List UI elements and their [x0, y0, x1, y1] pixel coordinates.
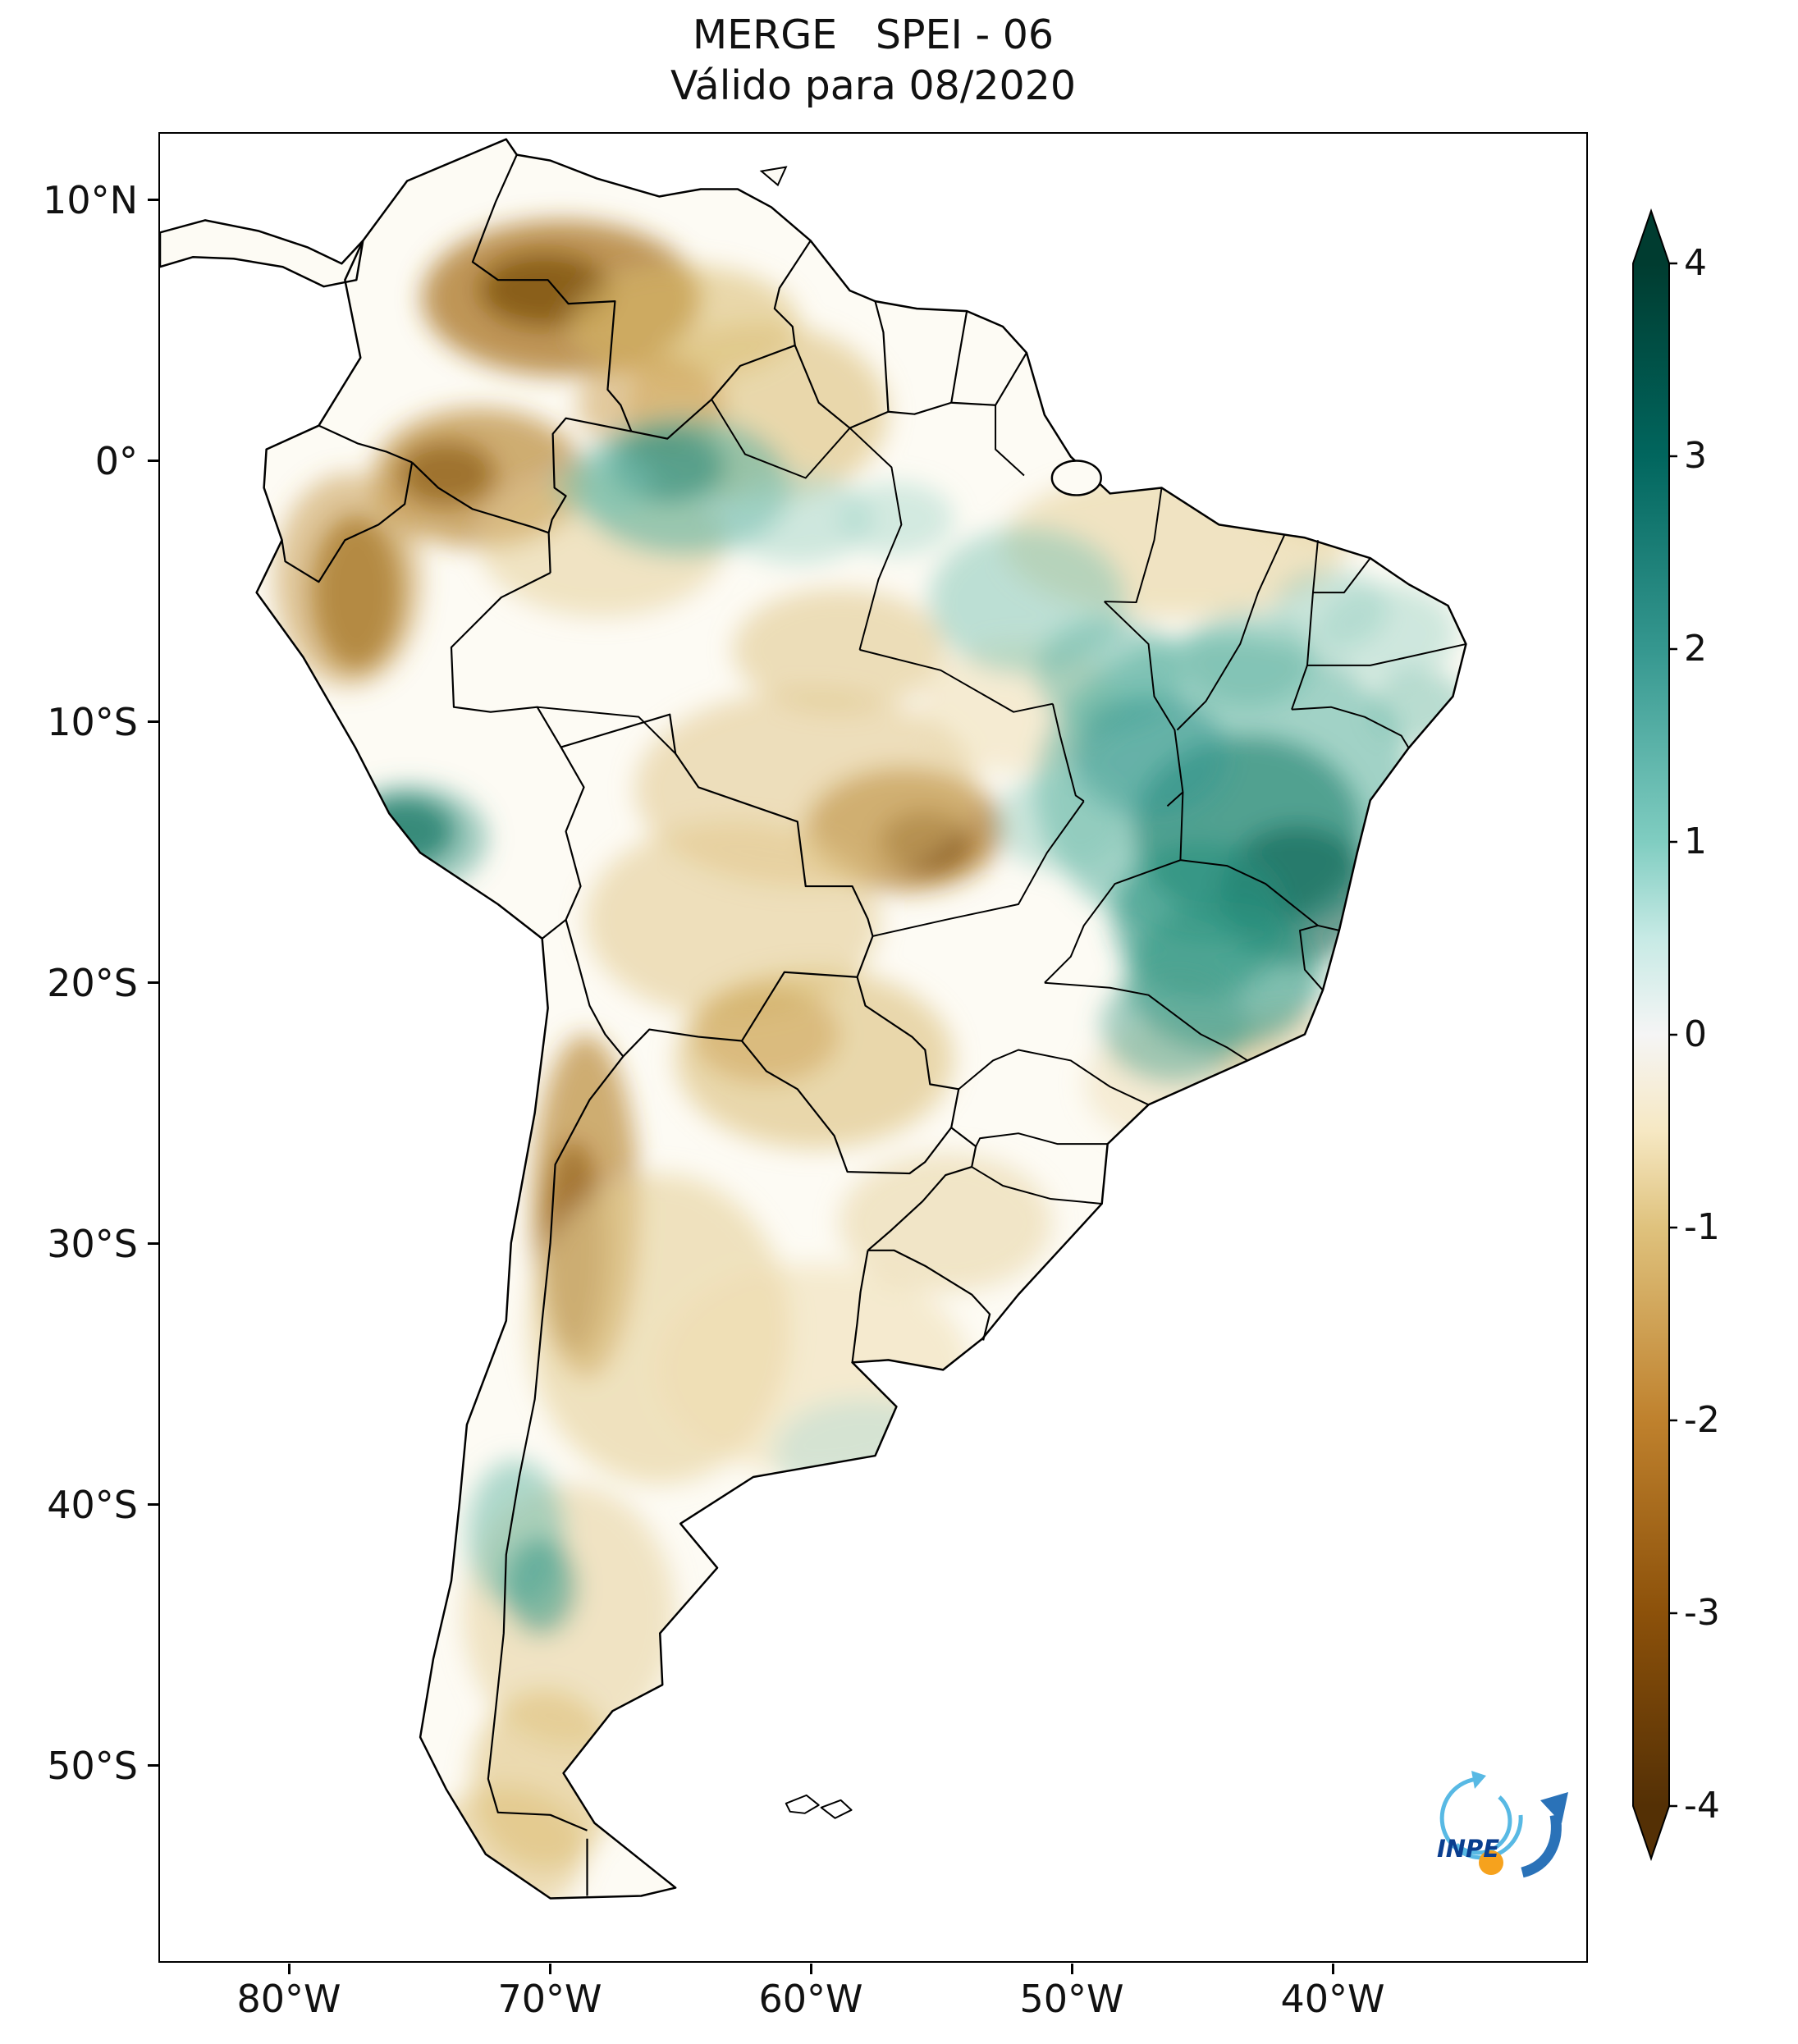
y-tick-label: 20°S — [47, 961, 138, 1005]
inpe-logo: INPE — [1437, 1771, 1568, 1878]
logo-arrowhead — [1540, 1792, 1568, 1823]
logo-swirl-icon — [1439, 1776, 1523, 1860]
colorbar-extend-top — [1633, 211, 1669, 263]
state-borders — [537, 399, 1466, 1205]
y-tick-label: 30°S — [47, 1222, 138, 1266]
colorbar-tick-label: 3 — [1684, 435, 1707, 477]
y-tick-label: 0° — [94, 439, 138, 483]
x-tick-label: 60°W — [758, 1977, 863, 2021]
y-tick-mark — [148, 1242, 158, 1245]
coastline — [160, 138, 1467, 1900]
trinidad-island — [759, 166, 788, 187]
y-tick-mark — [148, 199, 158, 201]
x-tick-mark — [810, 1964, 812, 1974]
y-tick-label: 50°S — [47, 1744, 138, 1788]
logo-orange-sphere — [1479, 1850, 1503, 1875]
colorbar-tick-label: -2 — [1684, 1399, 1720, 1441]
y-tick-label: 10°N — [43, 178, 138, 222]
x-tick-mark — [1332, 1964, 1334, 1974]
y-tick-mark — [148, 981, 158, 984]
y-tick-mark — [148, 1764, 158, 1767]
colorbar-tick-label: -4 — [1684, 1785, 1720, 1827]
colorbar-extend-bottom — [1633, 1806, 1669, 1859]
logo-text: INPE — [1437, 1835, 1499, 1863]
logo-swirl-arrowhead — [1471, 1771, 1486, 1789]
x-tick-label: 40°W — [1280, 1977, 1385, 2021]
south-america-map — [160, 138, 1467, 1900]
x-tick-mark — [1071, 1964, 1073, 1974]
y-tick-mark — [148, 1503, 158, 1506]
x-tick-label: 70°W — [497, 1977, 602, 2021]
falkland-islands — [785, 1794, 853, 1819]
colorbar-tick-label: -1 — [1684, 1206, 1720, 1248]
figure-title: MERGE SPEI - 06 — [692, 11, 1055, 58]
y-tick-mark — [148, 460, 158, 462]
country-borders — [281, 154, 1027, 1896]
figure-subtitle: Válido para 08/2020 — [670, 62, 1077, 109]
x-tick-mark — [549, 1964, 551, 1974]
colorbar-tick-label: 1 — [1684, 821, 1707, 862]
x-tick-label: 80°W — [236, 1977, 341, 2021]
colorbar-tick-label: -3 — [1684, 1592, 1720, 1634]
y-tick-label: 10°S — [47, 700, 138, 744]
colorbar-gradient — [1633, 263, 1669, 1806]
colorbar-tick-marks — [1669, 262, 1677, 1808]
map-frame — [158, 132, 1588, 1963]
colorbar-tick-label: 0 — [1684, 1013, 1707, 1055]
y-tick-mark — [148, 720, 158, 723]
colorbar — [1632, 208, 1677, 1862]
colorbar-tick-label: 4 — [1684, 242, 1707, 284]
y-tick-label: 40°S — [47, 1483, 138, 1527]
logo-arrow — [1521, 1813, 1562, 1878]
colorbar-tick-label: 2 — [1684, 628, 1707, 670]
x-tick-mark — [288, 1964, 291, 1974]
x-tick-label: 50°W — [1019, 1977, 1124, 2021]
